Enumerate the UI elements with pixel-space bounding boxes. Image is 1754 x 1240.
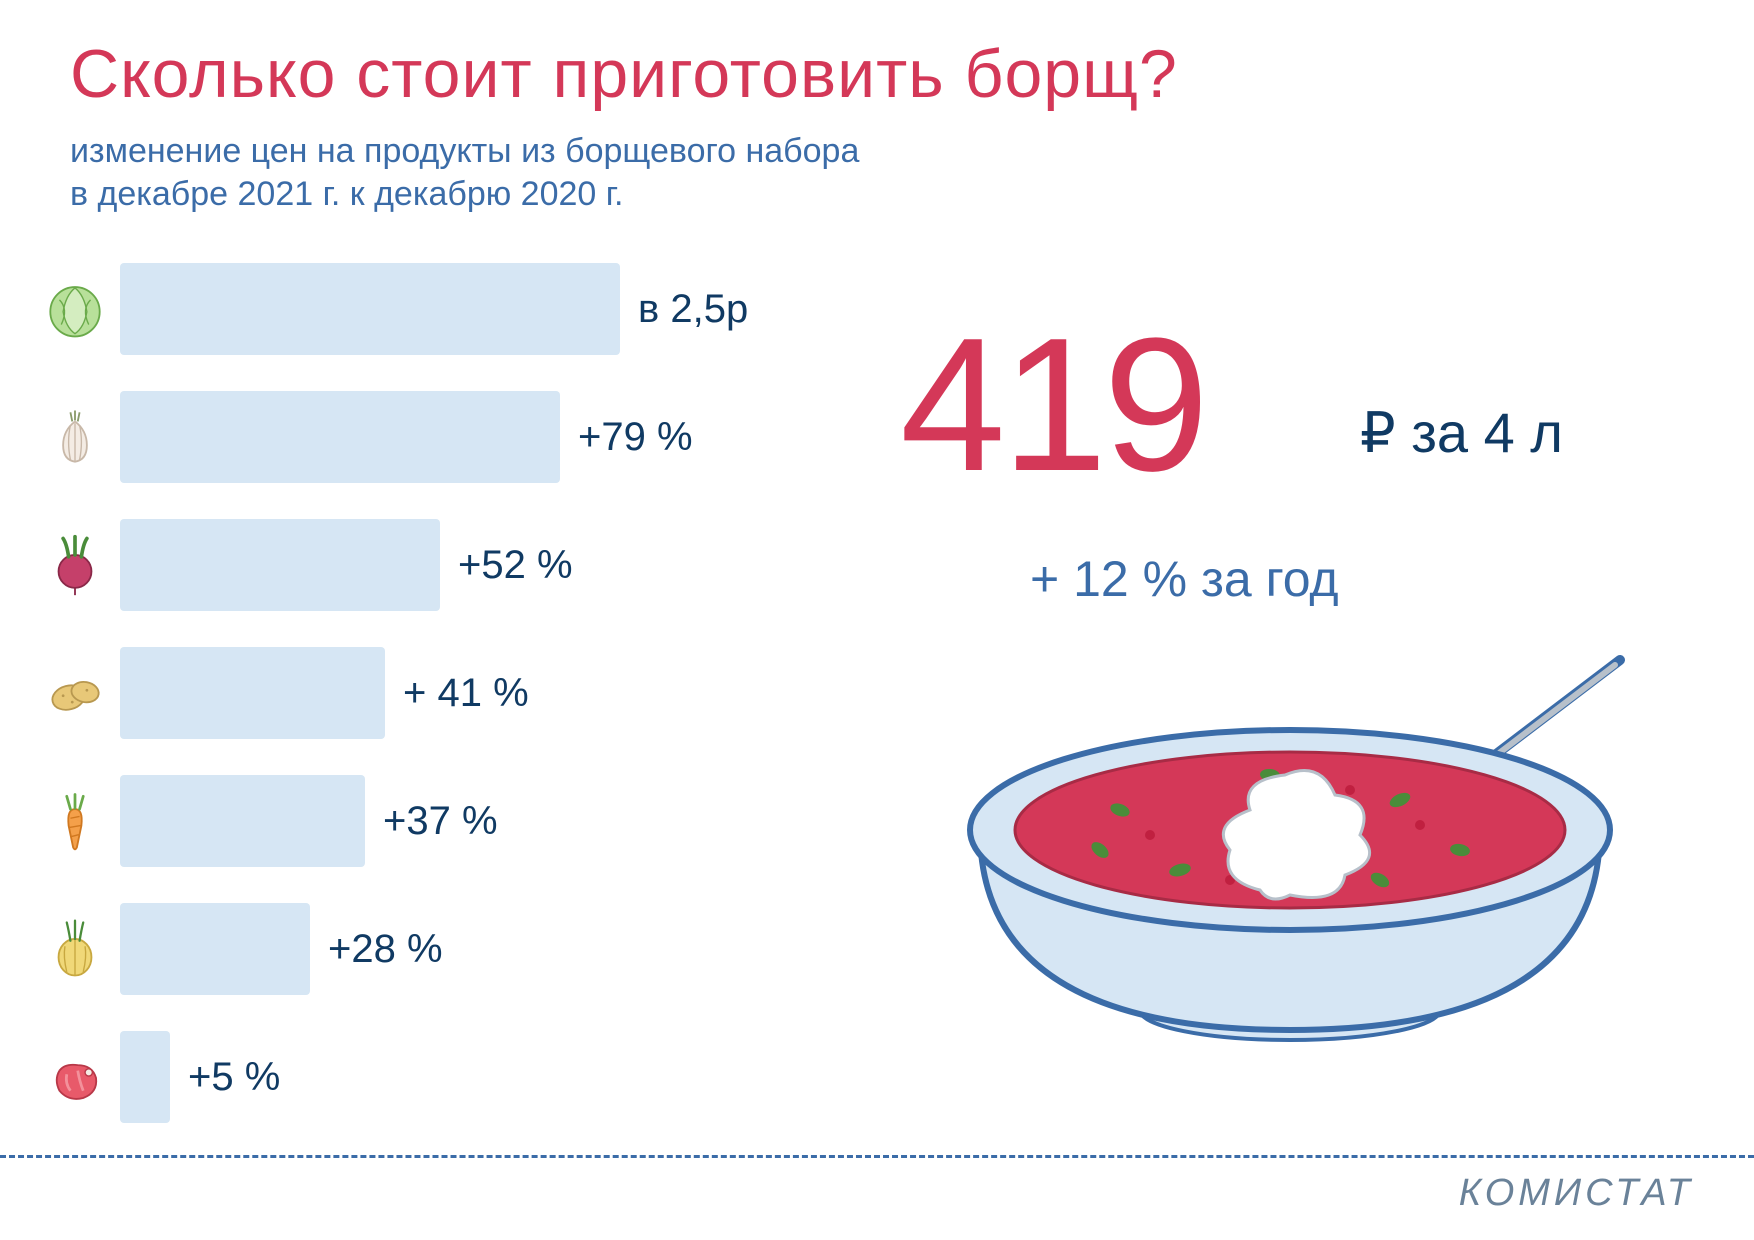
bar bbox=[120, 1031, 170, 1123]
soup-bowl-illustration bbox=[920, 630, 1680, 1110]
bar bbox=[120, 903, 310, 995]
bar-chart: в 2,5р +79 % +52 % + 41 % +37 % +28 % +5 % bbox=[30, 245, 850, 1141]
beet-icon bbox=[30, 501, 120, 629]
divider-line bbox=[0, 1155, 1754, 1158]
bar-cell: в 2,5р bbox=[120, 263, 748, 355]
chart-row: +28 % bbox=[30, 885, 850, 1013]
chart-row: + 41 % bbox=[30, 629, 850, 757]
bar-cell: +79 % bbox=[120, 391, 693, 483]
bar-cell: +5 % bbox=[120, 1031, 280, 1123]
bar bbox=[120, 519, 440, 611]
chart-row: +52 % bbox=[30, 501, 850, 629]
bar bbox=[120, 647, 385, 739]
bar-cell: +28 % bbox=[120, 903, 443, 995]
big-price-value: 419 bbox=[900, 310, 1205, 500]
bar-label: +5 % bbox=[188, 1055, 280, 1100]
onion-icon bbox=[30, 885, 120, 1013]
carrot-icon bbox=[30, 757, 120, 885]
potato-icon bbox=[30, 629, 120, 757]
price-unit: ₽ за 4 л bbox=[1360, 400, 1563, 466]
meat-icon bbox=[30, 1013, 120, 1141]
chart-row: +37 % bbox=[30, 757, 850, 885]
page-subtitle: изменение цен на продукты из борщевого н… bbox=[70, 130, 859, 215]
source-label: КОМИСТАТ bbox=[1459, 1172, 1694, 1215]
bar bbox=[120, 775, 365, 867]
bar-cell: +37 % bbox=[120, 775, 498, 867]
cabbage-icon bbox=[30, 245, 120, 373]
bar-label: +79 % bbox=[578, 415, 693, 460]
garlic-icon bbox=[30, 373, 120, 501]
chart-row: +79 % bbox=[30, 373, 850, 501]
bar-label: +52 % bbox=[458, 543, 573, 588]
year-change: + 12 % за год bbox=[1030, 550, 1339, 608]
bar bbox=[120, 391, 560, 483]
bar-cell: +52 % bbox=[120, 519, 573, 611]
bar-label: + 41 % bbox=[403, 671, 529, 716]
chart-row: в 2,5р bbox=[30, 245, 850, 373]
bar-label: +28 % bbox=[328, 927, 443, 972]
chart-row: +5 % bbox=[30, 1013, 850, 1141]
bar-label: в 2,5р bbox=[638, 287, 748, 332]
bar-label: +37 % bbox=[383, 799, 498, 844]
bar-cell: + 41 % bbox=[120, 647, 529, 739]
page-title: Сколько стоит приготовить борщ? bbox=[70, 35, 1178, 113]
bar bbox=[120, 263, 620, 355]
